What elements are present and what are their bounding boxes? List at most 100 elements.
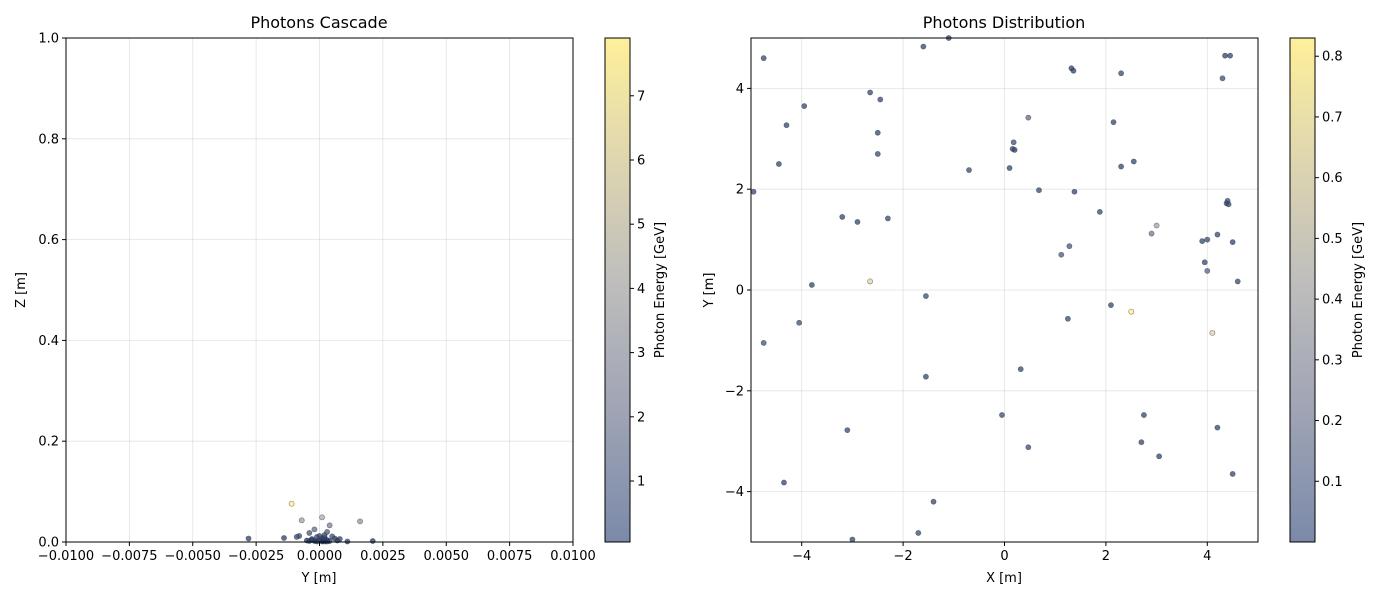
data-point — [1110, 119, 1117, 126]
data-point — [1128, 308, 1135, 315]
grid — [751, 38, 1258, 542]
colorbar-gradient — [1290, 38, 1315, 542]
x-tick-label: −0.0050 — [165, 549, 221, 564]
data-point — [1156, 453, 1163, 460]
x-axis-ticks: −4 −2 0 2 4 — [792, 542, 1211, 564]
y-tick-label: 0.8 — [38, 132, 59, 147]
colorbar-tick-label: 6 — [637, 153, 645, 168]
data-point — [1058, 251, 1065, 258]
colorbar-tick-label: 0.4 — [1322, 293, 1343, 308]
data-point — [369, 538, 376, 544]
x-tick-label: 0.0050 — [424, 549, 470, 564]
data-point — [1066, 243, 1073, 250]
colorbar-tick-label: 0.1 — [1322, 475, 1343, 490]
y-tick-label: 4 — [736, 82, 744, 97]
data-point — [1064, 315, 1071, 322]
data-point — [306, 530, 313, 536]
data-point — [319, 514, 325, 521]
scatter-points — [245, 500, 376, 545]
data-point — [1201, 259, 1208, 266]
y-tick-label: 0.6 — [38, 233, 59, 248]
colorbar-tick-label: 0.5 — [1322, 232, 1343, 247]
data-point — [760, 55, 767, 62]
data-point — [1153, 222, 1160, 229]
data-point — [839, 214, 846, 220]
data-point — [867, 278, 874, 285]
y-tick-label: 1.0 — [38, 32, 59, 47]
data-point — [801, 103, 808, 109]
data-point — [1108, 302, 1114, 309]
x-axis-ticks: −0.0100 −0.0075 −0.0050 −0.0025 0.0000 0.0025… — [38, 542, 596, 564]
data-point — [1204, 236, 1211, 243]
data-point — [1214, 231, 1221, 238]
data-point — [867, 89, 874, 96]
data-point — [760, 340, 767, 346]
x-tick-label: 0.0100 — [550, 549, 596, 564]
data-point — [1219, 75, 1226, 82]
y-axis-ticks: 0.0 0.2 0.4 0.6 0.8 1.0 — [38, 32, 66, 551]
data-point — [854, 219, 861, 225]
data-point — [1222, 52, 1228, 59]
colorbar-tick-label: 3 — [637, 346, 645, 361]
data-point — [1017, 366, 1024, 373]
colorbar-ticks: 0.1 0.2 0.3 0.4 0.5 0.6 0.7 0.8 — [1315, 50, 1343, 490]
data-point — [1130, 158, 1137, 165]
data-point — [288, 500, 295, 507]
data-point — [999, 412, 1005, 418]
colorbar-tick-label: 0.3 — [1322, 353, 1343, 368]
data-point — [750, 188, 757, 195]
colorbar-tick-label: 4 — [637, 282, 645, 297]
data-point — [1209, 329, 1216, 336]
data-point — [1148, 230, 1155, 237]
x-tick-label: −0.0025 — [228, 549, 284, 564]
data-point — [1006, 165, 1013, 171]
chart-title: Photons Cascade — [250, 13, 387, 32]
data-point — [1070, 67, 1077, 74]
x-tick-label: −0.0100 — [38, 549, 94, 564]
photons-distribution-chart: Photons Distribution −4 −2 0 2 4 −4 −2 0 2 4 X [… — [702, 13, 1366, 586]
x-tick-label: −4 — [792, 549, 811, 564]
data-point — [1227, 52, 1234, 59]
x-tick-label: 2 — [1102, 549, 1110, 564]
data-point — [966, 167, 972, 173]
data-point — [915, 530, 922, 536]
data-point — [923, 373, 929, 380]
scatter-points — [750, 35, 1241, 543]
chart-title: Photons Distribution — [923, 13, 1086, 32]
data-point — [923, 293, 929, 299]
y-tick-label: −4 — [725, 485, 744, 500]
data-point — [1214, 424, 1221, 431]
colorbar-tick-label: 5 — [637, 218, 645, 233]
y-tick-label: 0 — [736, 284, 744, 299]
data-point — [1118, 70, 1125, 77]
colorbar-label: Photon Energy [GeV] — [1351, 222, 1366, 358]
data-point — [326, 522, 333, 529]
data-point — [808, 282, 815, 288]
y-axis-label: Z [m] — [14, 272, 29, 308]
colorbar-tick-label: 1 — [637, 475, 645, 490]
data-point — [844, 427, 851, 434]
data-point — [1234, 278, 1241, 285]
y-tick-label: 0.4 — [38, 334, 59, 349]
data-point — [775, 161, 782, 167]
data-point — [1225, 201, 1232, 208]
x-tick-label: 4 — [1203, 549, 1211, 564]
data-point — [1199, 238, 1206, 245]
data-point — [877, 96, 884, 103]
data-point — [783, 122, 790, 129]
y-tick-label: −2 — [725, 384, 744, 399]
data-point — [329, 533, 336, 540]
data-point — [311, 526, 318, 533]
data-point — [357, 518, 363, 525]
data-point — [1138, 439, 1145, 446]
data-point — [1036, 187, 1042, 194]
data-point — [336, 536, 343, 542]
y-axis-label: Y [m] — [702, 273, 717, 309]
x-tick-label: −2 — [894, 549, 913, 564]
data-point — [874, 129, 881, 136]
data-point — [1025, 444, 1032, 451]
colorbar-tick-label: 7 — [637, 89, 645, 104]
colorbar: 1 2 3 4 5 6 7 Photon Energy [GeV] — [604, 37, 668, 543]
colorbar-ticks: 1 2 3 4 5 6 7 — [630, 89, 645, 490]
x-axis-label: X [m] — [986, 571, 1022, 586]
